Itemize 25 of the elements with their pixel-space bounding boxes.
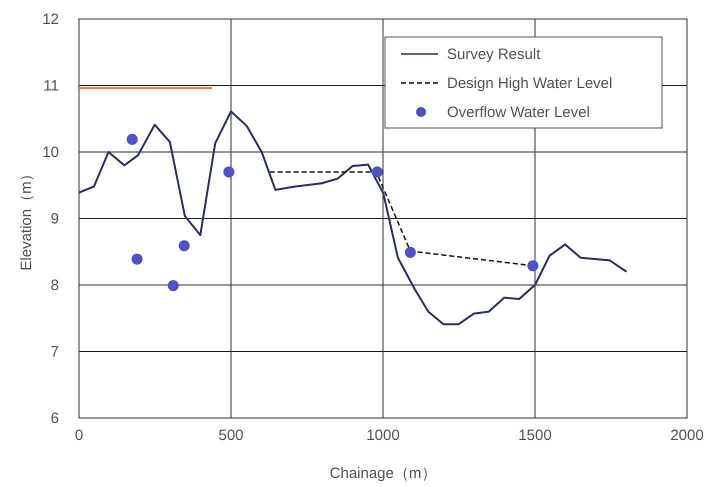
point xyxy=(527,260,538,272)
legend-label: Overflow Water Level xyxy=(447,104,590,121)
y-tick-label: 10 xyxy=(42,144,59,161)
point xyxy=(132,254,143,265)
point xyxy=(178,240,190,252)
y-tick-label: 8 xyxy=(50,277,59,294)
x-tick-label: 1000 xyxy=(366,427,400,444)
point xyxy=(372,166,383,178)
point xyxy=(126,134,138,145)
x-tick-label: 2000 xyxy=(670,427,704,444)
x-tick-label: 1500 xyxy=(518,427,552,444)
y-tick-label: 11 xyxy=(43,78,59,94)
legend-label: Survey Result xyxy=(447,46,542,63)
point xyxy=(168,280,179,292)
y-tick-label: 7 xyxy=(50,344,59,360)
point xyxy=(404,246,416,258)
point xyxy=(223,166,234,178)
y-axis-title: Elevation（m） xyxy=(18,166,35,271)
x-tick-label: 0 xyxy=(74,427,84,444)
x-axis-title: Chainage（m） xyxy=(330,465,436,482)
legend-label: Design High Water Level xyxy=(447,75,612,92)
y-tick-label: 6 xyxy=(50,410,59,427)
x-tick-label: 500 xyxy=(218,427,244,444)
y-tick-label: 12 xyxy=(42,11,59,28)
y-tick-label: 9 xyxy=(50,210,59,228)
